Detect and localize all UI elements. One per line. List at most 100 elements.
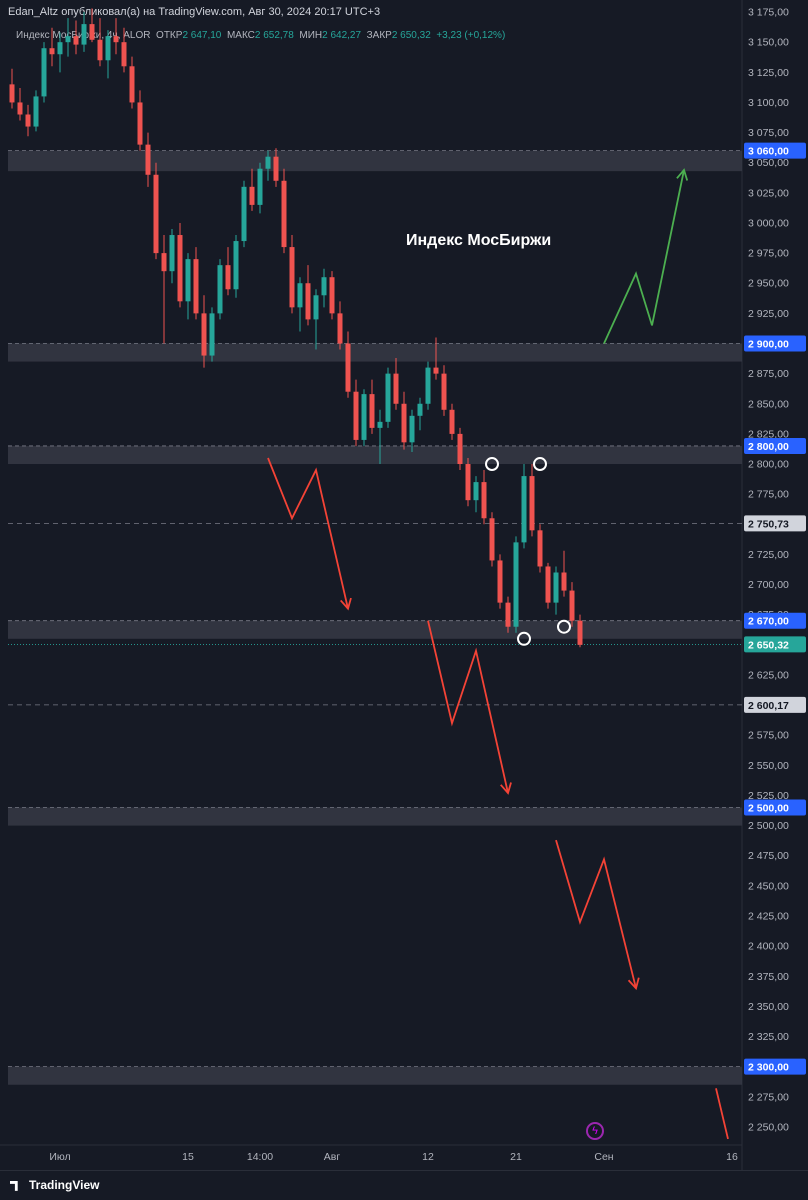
candle-body	[369, 394, 375, 428]
level-tag-4-bg	[744, 799, 806, 816]
level-tag-1: 2 900,00	[748, 339, 789, 351]
y-tick-label: 2 350,00	[748, 1001, 789, 1013]
x-tick-label: Сен	[594, 1151, 613, 1163]
dashed-tag-0-bg	[744, 515, 806, 532]
bearish-zigzag-arrow-2	[555, 839, 637, 989]
candle-body	[81, 24, 87, 45]
candle-body	[329, 277, 335, 314]
bullish-zigzag-arrow-head	[676, 168, 689, 181]
candle-body	[465, 464, 471, 501]
candle-body	[345, 343, 351, 392]
x-tick-label: 15	[182, 1151, 194, 1163]
y-tick-label: 2 250,00	[748, 1121, 789, 1133]
zone-band-1	[8, 343, 742, 362]
candle-body	[105, 36, 111, 61]
legend-open: 2 647,10	[182, 30, 222, 41]
candle-body	[529, 476, 535, 531]
candle-body	[305, 283, 311, 320]
dashed-tag-0: 2 750,73	[748, 518, 789, 530]
candle-body	[409, 415, 415, 443]
swing-circle-marker	[517, 631, 531, 646]
dashed-tag-1: 2 600,17	[748, 700, 789, 712]
x-tick-label: 12	[422, 1151, 434, 1163]
candle-body	[233, 241, 239, 290]
candle-body	[569, 590, 575, 621]
x-tick-label: Авг	[324, 1151, 341, 1163]
legend-close: 2 650,32	[391, 30, 431, 41]
level-tag-0-bg	[744, 142, 806, 159]
x-tick-label: 14:00	[247, 1151, 273, 1163]
y-tick-label: 2 700,00	[748, 579, 789, 591]
candle-body	[193, 259, 199, 314]
candle-body	[185, 259, 191, 302]
candle-body	[153, 174, 159, 254]
price-chart[interactable]: 3 175,00 3 150,00 3 125,00 3 100,00 3 075,00…	[0, 0, 808, 1170]
zone-band-5	[8, 1066, 742, 1085]
candle-body	[161, 253, 167, 272]
level-tag-2-bg	[744, 437, 806, 454]
y-tick-label: 2 575,00	[748, 730, 789, 742]
level-tag-4: 2 500,00	[748, 803, 789, 815]
y-tick-label: 3 150,00	[748, 37, 789, 49]
tradingview-logo-icon	[10, 1180, 18, 1191]
candle-body	[393, 373, 399, 404]
x-tick-label: 16	[726, 1151, 738, 1163]
y-tick-label: 2 825,00	[748, 428, 789, 440]
zone-band-3	[8, 620, 742, 639]
current-price-tag-bg	[744, 636, 806, 653]
tradingview-logo[interactable]: TradingView	[10, 1178, 99, 1192]
candle-body	[537, 530, 543, 567]
footer-brand: TradingView	[29, 1178, 100, 1192]
y-tick-label: 3 025,00	[748, 187, 789, 199]
legend-change: +3,23 (+0,12%)	[436, 30, 506, 41]
candle-body	[41, 48, 47, 97]
candle-body	[289, 247, 295, 308]
y-tick-label: 2 275,00	[748, 1091, 789, 1103]
candle-body	[401, 403, 407, 443]
candle-body	[121, 42, 127, 67]
bearish-zigzag-arrow-1	[427, 620, 509, 794]
candle-body	[377, 421, 383, 428]
candle-body	[489, 518, 495, 561]
y-tick-label: 2 875,00	[748, 368, 789, 380]
dashed-tag-1-bg	[744, 696, 806, 713]
x-tick-label: 21	[510, 1151, 522, 1163]
candle-body	[225, 265, 231, 290]
candle-body	[145, 144, 151, 175]
legend-high-label: МАКС	[226, 30, 255, 41]
candle-body	[257, 168, 263, 205]
lightning-icon[interactable]: ϟ	[586, 1122, 604, 1140]
y-tick-label: 3 100,00	[748, 97, 789, 109]
candle-body	[577, 620, 583, 645]
candle-body	[281, 180, 287, 248]
candle-body	[57, 42, 63, 55]
level-tag-0: 3 060,00	[748, 146, 789, 158]
candle-body	[25, 114, 31, 127]
candle-body	[265, 156, 271, 169]
candle-body	[457, 433, 463, 465]
y-tick-label: 2 975,00	[748, 248, 789, 260]
current-price-tag: 2 650,32	[748, 639, 789, 651]
swing-circle-marker	[557, 619, 571, 634]
candle-body	[385, 373, 391, 422]
candle-body	[481, 482, 487, 519]
candle-body	[97, 39, 103, 61]
y-tick-label: 2 425,00	[748, 911, 789, 923]
y-tick-label: 2 850,00	[748, 398, 789, 410]
candle-body	[497, 560, 503, 603]
candle-body	[521, 476, 527, 543]
y-tick-label: 2 950,00	[748, 278, 789, 290]
candle-body	[73, 36, 79, 45]
price-axis-panel	[742, 0, 808, 1170]
level-tag-3-bg	[744, 612, 806, 629]
candle-body	[33, 96, 39, 127]
candle-body	[545, 566, 551, 603]
y-tick-label: 2 775,00	[748, 489, 789, 501]
legend-close-label: ЗАКР	[366, 30, 392, 41]
y-tick-label: 3 125,00	[748, 67, 789, 79]
y-tick-label: 2 725,00	[748, 549, 789, 561]
y-tick-label: 2 400,00	[748, 941, 789, 953]
legend-high: 2 652,78	[254, 30, 294, 41]
level-tag-5-bg	[744, 1058, 806, 1075]
swing-circle-marker	[485, 457, 499, 472]
